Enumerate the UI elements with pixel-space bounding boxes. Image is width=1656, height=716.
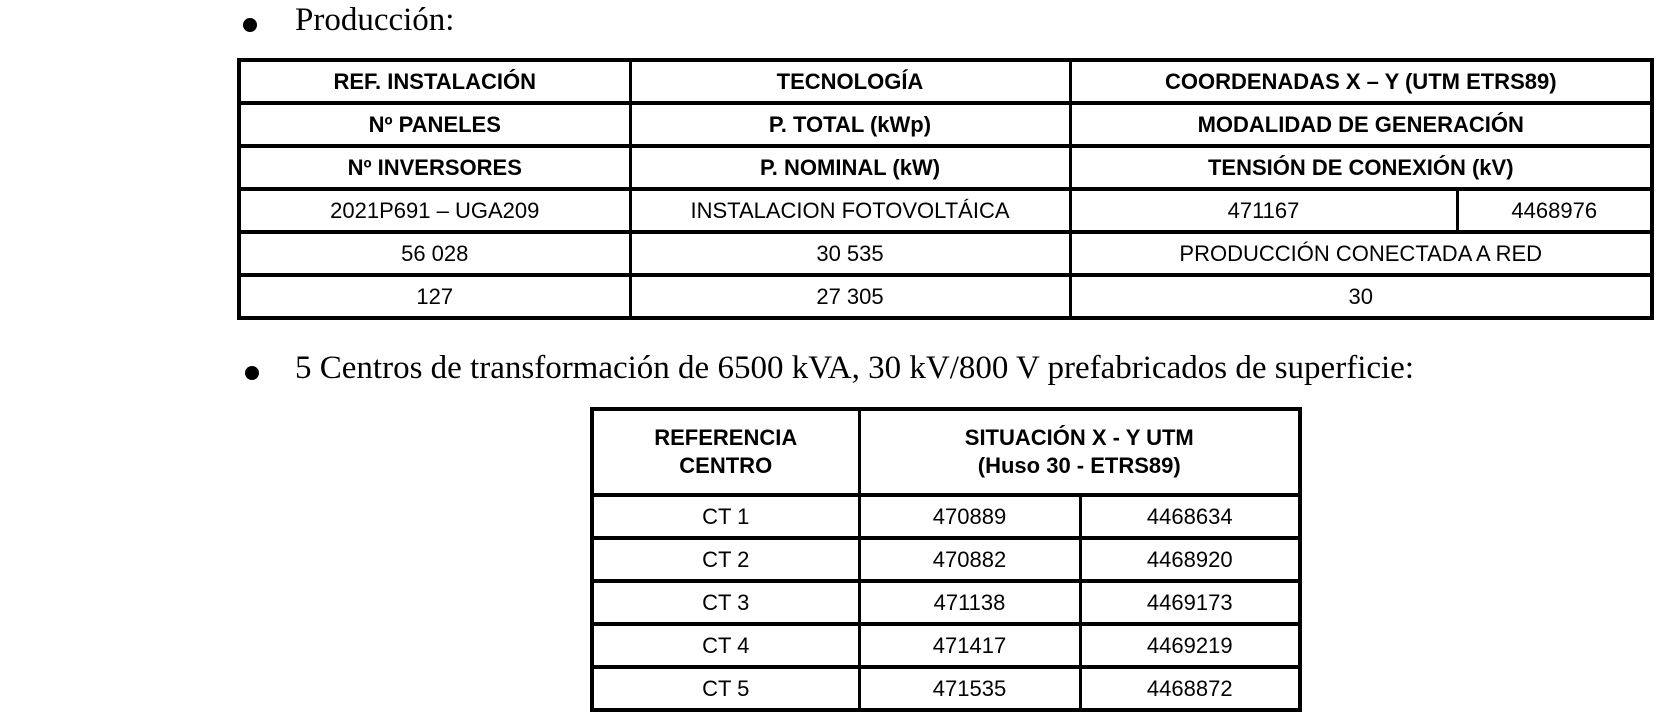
centros-row-ct1: CT 1 470889 4468634 bbox=[590, 493, 1302, 540]
header-referencia-line1: REFERENCIA bbox=[654, 425, 798, 450]
cell-ct1-x: 470889 bbox=[857, 493, 1082, 540]
header-situacion: SITUACIÓN X - Y UTM (Huso 30 - ETRS89) bbox=[857, 407, 1302, 497]
production-header-row-2: Nº PANELES P. TOTAL (kWp) MODALIDAD DE G… bbox=[237, 101, 1654, 148]
bullet-icon bbox=[245, 366, 259, 380]
cell-coord-y: 4468976 bbox=[1455, 187, 1654, 234]
bullet-produccion-label: Producción: bbox=[295, 2, 455, 38]
cell-ct4-x: 471417 bbox=[857, 622, 1082, 669]
centros-row-ct3: CT 3 471138 4469173 bbox=[590, 579, 1302, 626]
centros-row-ct4: CT 4 471417 4469219 bbox=[590, 622, 1302, 669]
cell-ct2-y: 4468920 bbox=[1078, 536, 1302, 583]
centros-row-ct2: CT 2 470882 4468920 bbox=[590, 536, 1302, 583]
header-p-nominal: P. NOMINAL (kW) bbox=[628, 144, 1072, 191]
production-header-row-3: Nº INVERSORES P. NOMINAL (kW) TENSIÓN DE… bbox=[237, 144, 1654, 191]
header-tension: TENSIÓN DE CONEXIÓN (kV) bbox=[1068, 144, 1654, 191]
cell-ct3-x: 471138 bbox=[857, 579, 1082, 626]
cell-ct4-y: 4469219 bbox=[1078, 622, 1302, 669]
cell-p-total: 30 535 bbox=[628, 230, 1072, 277]
production-data-row-inversores: 127 27 305 30 bbox=[237, 273, 1654, 320]
cell-tension: 30 bbox=[1068, 273, 1654, 320]
bullet-centros-label: 5 Centros de transformación de 6500 kVA,… bbox=[295, 350, 1414, 386]
header-referencia-line2: CENTRO bbox=[679, 453, 773, 478]
cell-p-nominal: 27 305 bbox=[628, 273, 1072, 320]
header-situacion-line1: SITUACIÓN X - Y UTM bbox=[964, 425, 1194, 450]
cell-tecnologia: INSTALACION FOTOVOLTÁICA bbox=[628, 187, 1072, 234]
header-ref-instalacion: REF. INSTALACIÓN bbox=[237, 58, 632, 105]
header-num-paneles: Nº PANELES bbox=[237, 101, 632, 148]
cell-ct3-ref: CT 3 bbox=[590, 579, 861, 626]
cell-ref-instalacion: 2021P691 – UGA209 bbox=[237, 187, 632, 234]
centros-header-row: REFERENCIA CENTRO SITUACIÓN X - Y UTM (H… bbox=[590, 407, 1302, 497]
cell-ct5-ref: CT 5 bbox=[590, 665, 861, 712]
cell-num-paneles: 56 028 bbox=[237, 230, 632, 277]
cell-ct3-y: 4469173 bbox=[1078, 579, 1302, 626]
bullet-icon bbox=[243, 18, 257, 32]
header-num-inversores: Nº INVERSORES bbox=[237, 144, 632, 191]
cell-ct5-y: 4468872 bbox=[1078, 665, 1302, 712]
cell-ct4-ref: CT 4 bbox=[590, 622, 861, 669]
production-table: REF. INSTALACIÓN TECNOLOGÍA COORDENADAS … bbox=[237, 58, 1654, 320]
cell-ct2-x: 470882 bbox=[857, 536, 1082, 583]
cell-ct1-ref: CT 1 bbox=[590, 493, 861, 540]
production-data-row-paneles: 56 028 30 535 PRODUCCIÓN CONECTADA A RED bbox=[237, 230, 1654, 277]
cell-ct5-x: 471535 bbox=[857, 665, 1082, 712]
centros-row-ct5: CT 5 471535 4468872 bbox=[590, 665, 1302, 712]
cell-modalidad: PRODUCCIÓN CONECTADA A RED bbox=[1068, 230, 1654, 277]
header-p-total: P. TOTAL (kWp) bbox=[628, 101, 1072, 148]
centros-table: REFERENCIA CENTRO SITUACIÓN X - Y UTM (H… bbox=[590, 407, 1303, 712]
cell-num-inversores: 127 bbox=[237, 273, 632, 320]
cell-ct2-ref: CT 2 bbox=[590, 536, 861, 583]
cell-ct1-y: 4468634 bbox=[1078, 493, 1302, 540]
cell-coord-x: 471167 bbox=[1068, 187, 1459, 234]
production-data-row-instalacion: 2021P691 – UGA209 INSTALACION FOTOVOLTÁI… bbox=[237, 187, 1654, 234]
header-modalidad: MODALIDAD DE GENERACIÓN bbox=[1068, 101, 1654, 148]
header-referencia-centro: REFERENCIA CENTRO bbox=[590, 407, 861, 497]
header-situacion-line2: (Huso 30 - ETRS89) bbox=[977, 453, 1181, 478]
production-header-row-1: REF. INSTALACIÓN TECNOLOGÍA COORDENADAS … bbox=[237, 58, 1654, 105]
header-tecnologia: TECNOLOGÍA bbox=[628, 58, 1072, 105]
header-coordenadas: COORDENADAS X – Y (UTM ETRS89) bbox=[1068, 58, 1654, 105]
